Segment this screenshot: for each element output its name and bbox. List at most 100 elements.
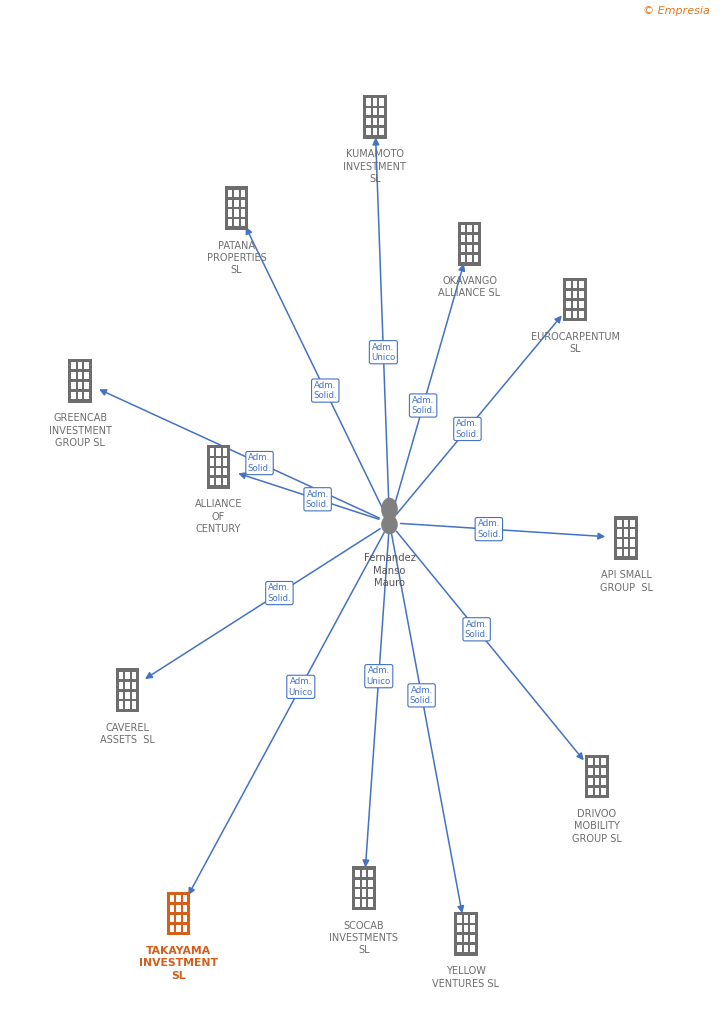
Text: EUROCARPENTUM
SL: EUROCARPENTUM SL xyxy=(531,332,620,354)
FancyBboxPatch shape xyxy=(457,916,462,923)
FancyBboxPatch shape xyxy=(71,392,76,399)
FancyBboxPatch shape xyxy=(210,478,214,485)
FancyBboxPatch shape xyxy=(176,905,181,912)
FancyBboxPatch shape xyxy=(601,788,606,795)
Text: GREENCAB
INVESTMENT
GROUP SL: GREENCAB INVESTMENT GROUP SL xyxy=(49,413,111,448)
FancyBboxPatch shape xyxy=(470,935,475,942)
FancyBboxPatch shape xyxy=(241,219,245,226)
FancyBboxPatch shape xyxy=(84,362,89,369)
FancyBboxPatch shape xyxy=(595,768,599,775)
FancyBboxPatch shape xyxy=(585,754,609,799)
FancyBboxPatch shape xyxy=(119,682,123,689)
FancyBboxPatch shape xyxy=(379,128,384,135)
Text: © Empresia: © Empresia xyxy=(643,6,710,16)
FancyBboxPatch shape xyxy=(454,911,478,956)
FancyBboxPatch shape xyxy=(210,459,214,466)
FancyBboxPatch shape xyxy=(210,449,214,456)
FancyBboxPatch shape xyxy=(464,945,468,952)
FancyBboxPatch shape xyxy=(588,768,593,775)
FancyBboxPatch shape xyxy=(474,255,478,262)
Text: Adm.
Unico: Adm. Unico xyxy=(367,667,391,686)
FancyBboxPatch shape xyxy=(71,382,76,389)
Text: TAKAYAMA
INVESTMENT
SL: TAKAYAMA INVESTMENT SL xyxy=(139,946,218,980)
FancyBboxPatch shape xyxy=(362,889,366,896)
FancyBboxPatch shape xyxy=(368,880,373,887)
FancyBboxPatch shape xyxy=(228,200,232,207)
FancyBboxPatch shape xyxy=(573,291,577,298)
FancyBboxPatch shape xyxy=(362,870,366,877)
Text: Fernandez
Manso
Mauro: Fernandez Manso Mauro xyxy=(363,553,416,588)
FancyBboxPatch shape xyxy=(132,672,136,679)
FancyBboxPatch shape xyxy=(573,281,577,288)
FancyBboxPatch shape xyxy=(379,98,384,106)
FancyBboxPatch shape xyxy=(458,221,481,266)
FancyBboxPatch shape xyxy=(368,870,373,877)
FancyBboxPatch shape xyxy=(474,245,478,252)
Text: SCOCAB
INVESTMENTS
SL: SCOCAB INVESTMENTS SL xyxy=(330,921,398,955)
FancyBboxPatch shape xyxy=(373,118,377,125)
FancyBboxPatch shape xyxy=(78,392,82,399)
FancyBboxPatch shape xyxy=(216,468,221,475)
FancyBboxPatch shape xyxy=(228,209,232,216)
FancyBboxPatch shape xyxy=(71,373,76,380)
FancyBboxPatch shape xyxy=(601,758,606,765)
FancyBboxPatch shape xyxy=(579,281,584,288)
Text: KUMAMOTO
INVESTMENT
SL: KUMAMOTO INVESTMENT SL xyxy=(344,149,406,184)
FancyBboxPatch shape xyxy=(566,300,571,308)
FancyBboxPatch shape xyxy=(379,118,384,125)
FancyBboxPatch shape xyxy=(119,691,123,698)
FancyBboxPatch shape xyxy=(223,449,227,456)
FancyBboxPatch shape xyxy=(588,758,593,765)
FancyBboxPatch shape xyxy=(363,94,387,139)
FancyBboxPatch shape xyxy=(216,449,221,456)
FancyBboxPatch shape xyxy=(234,209,239,216)
Text: Adm.
Solid.: Adm. Solid. xyxy=(268,584,291,603)
FancyBboxPatch shape xyxy=(630,530,635,537)
FancyBboxPatch shape xyxy=(116,668,139,713)
FancyBboxPatch shape xyxy=(84,392,89,399)
FancyBboxPatch shape xyxy=(223,478,227,485)
FancyBboxPatch shape xyxy=(624,549,628,556)
FancyBboxPatch shape xyxy=(464,926,468,933)
FancyBboxPatch shape xyxy=(617,530,622,537)
FancyBboxPatch shape xyxy=(366,98,371,106)
FancyBboxPatch shape xyxy=(352,866,376,910)
FancyBboxPatch shape xyxy=(595,788,599,795)
FancyBboxPatch shape xyxy=(176,925,181,932)
FancyBboxPatch shape xyxy=(566,311,571,318)
FancyBboxPatch shape xyxy=(241,209,245,216)
Text: OKAVANGO
ALLIANCE SL: OKAVANGO ALLIANCE SL xyxy=(438,276,501,298)
FancyBboxPatch shape xyxy=(362,899,366,906)
Text: Adm.
Solid.: Adm. Solid. xyxy=(477,520,501,539)
FancyBboxPatch shape xyxy=(470,945,475,952)
FancyBboxPatch shape xyxy=(617,549,622,556)
FancyBboxPatch shape xyxy=(84,382,89,389)
Text: ALLIANCE
OF
CENTURY: ALLIANCE OF CENTURY xyxy=(194,499,242,534)
FancyBboxPatch shape xyxy=(176,895,181,902)
FancyBboxPatch shape xyxy=(183,925,187,932)
FancyBboxPatch shape xyxy=(624,520,628,527)
FancyBboxPatch shape xyxy=(84,373,89,380)
FancyBboxPatch shape xyxy=(210,468,214,475)
FancyBboxPatch shape xyxy=(183,905,187,912)
FancyBboxPatch shape xyxy=(373,98,377,106)
FancyBboxPatch shape xyxy=(355,870,360,877)
Circle shape xyxy=(381,497,397,521)
FancyBboxPatch shape xyxy=(119,672,123,679)
FancyBboxPatch shape xyxy=(579,300,584,308)
FancyBboxPatch shape xyxy=(170,925,174,932)
FancyBboxPatch shape xyxy=(132,682,136,689)
Text: API SMALL
GROUP  SL: API SMALL GROUP SL xyxy=(600,570,652,593)
FancyBboxPatch shape xyxy=(132,691,136,698)
FancyBboxPatch shape xyxy=(601,777,606,785)
FancyBboxPatch shape xyxy=(457,935,462,942)
FancyBboxPatch shape xyxy=(228,190,232,197)
FancyBboxPatch shape xyxy=(125,672,130,679)
FancyBboxPatch shape xyxy=(601,768,606,775)
FancyBboxPatch shape xyxy=(368,889,373,896)
FancyBboxPatch shape xyxy=(474,225,478,232)
FancyBboxPatch shape xyxy=(467,255,472,262)
Text: Adm.
Solid.: Adm. Solid. xyxy=(410,686,433,705)
FancyBboxPatch shape xyxy=(125,682,130,689)
FancyBboxPatch shape xyxy=(595,758,599,765)
